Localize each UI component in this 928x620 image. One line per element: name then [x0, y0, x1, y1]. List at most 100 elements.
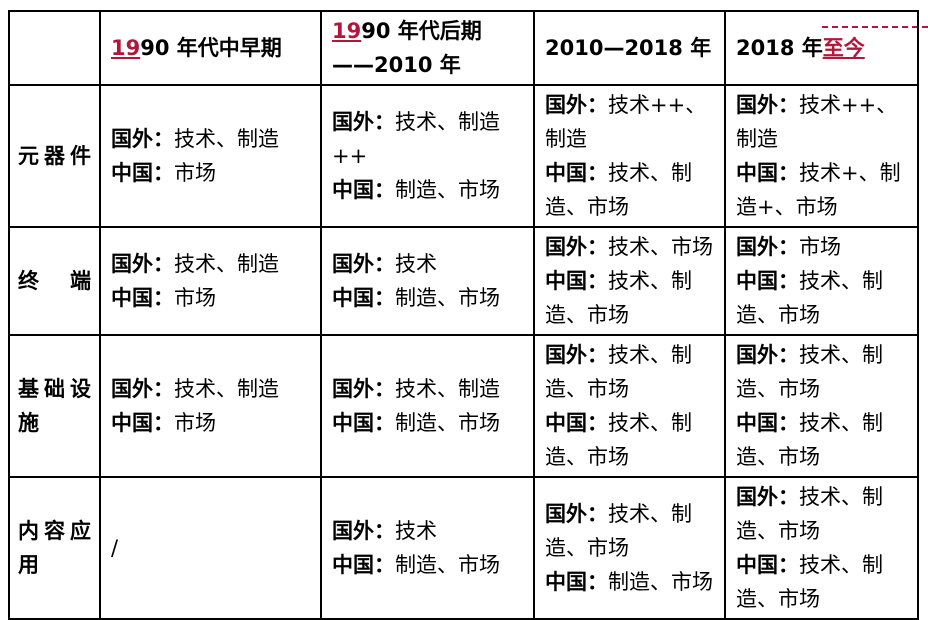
row-label: 终端: [8, 226, 101, 336]
header-text: 2010—2018 年: [545, 36, 712, 60]
cell-line: 中国：制造、市场: [545, 565, 714, 599]
corner-cell: [8, 10, 101, 86]
tracked-change: 至今: [822, 36, 865, 60]
table-cell: 国外：技术、制造、市场 中国：制造、市场: [533, 476, 726, 620]
cell-text: 技术、制造: [174, 377, 279, 401]
region-label: 国外：: [736, 93, 799, 117]
cell-line: /: [111, 531, 310, 565]
table-cell: 国外：技术++、制造 中国：技术+、制造+、市场: [724, 84, 919, 228]
table-cell: 国外：技术、制造 中国：市场: [99, 226, 322, 336]
cell-text: 制造、市场: [395, 286, 500, 310]
cell-line: 国外：技术: [332, 514, 523, 548]
region-label: 中国：: [545, 570, 608, 594]
region-label: 国外：: [545, 235, 608, 259]
region-label: 中国：: [736, 269, 799, 293]
cell-text: 技术++、制造: [736, 93, 898, 151]
cell-line: 国外：技术、制造++: [332, 105, 523, 173]
comparison-table: 1990 年代中早期 1990 年代后期——2010 年 2010—2018 年…: [8, 10, 919, 620]
table-cell: 国外：技术、制造、市场 中国：技术、制造、市场: [533, 334, 726, 478]
table-row: 终端 国外：技术、制造 中国：市场 国外：技术 中国：制造、市场 国外：技术、市场 中国：技…: [8, 226, 919, 336]
cell-text: 制造、市场: [395, 553, 500, 577]
cell-line: 国外：市场: [736, 230, 907, 264]
cell-text: 制造、市场: [395, 178, 500, 202]
table-row: 基础设施 国外：技术、制造 中国：市场 国外：技术、制造 中国：制造、市场 国外：技术、制…: [8, 334, 919, 478]
cell-text: 技术、制造: [174, 127, 279, 151]
region-label: 国外：: [545, 502, 608, 526]
cell-line: 国外：技术、制造、市场: [736, 480, 907, 548]
region-label: 国外：: [332, 519, 395, 543]
header-text: 90 年代中早期: [140, 36, 282, 60]
cell-line: 中国：市场: [111, 281, 310, 315]
region-label: 国外：: [736, 485, 799, 509]
cell-text: 技术、制造: [395, 377, 500, 401]
row-label: 基础设施: [8, 334, 101, 478]
cell-line: 中国：技术、制造、市场: [545, 156, 714, 224]
cell-line: 国外：技术、制造、市场: [545, 497, 714, 565]
table-row: 元器件 国外：技术、制造 中国：市场 国外：技术、制造++ 中国：制造、市场 国外：技术+…: [8, 84, 919, 228]
region-label: 国外：: [332, 377, 395, 401]
cell-line: 中国：制造、市场: [332, 281, 523, 315]
table-cell: 国外：市场 中国：技术、制造、市场: [724, 226, 919, 336]
cell-text: 技术、制造、市场: [545, 502, 692, 560]
cell-line: 国外：技术、制造: [111, 372, 310, 406]
region-label: 中国：: [736, 553, 799, 577]
region-label: 国外：: [545, 93, 608, 117]
region-label: 国外：: [736, 343, 799, 367]
cell-text: /: [111, 536, 119, 560]
tracked-change: 19: [332, 19, 362, 43]
table-cell: 国外：技术、制造、市场 中国：技术、制造、市场: [724, 476, 919, 620]
row-label: 元器件: [8, 84, 101, 228]
cell-text: 技术++、制造: [545, 93, 707, 151]
region-label: 国外：: [545, 343, 608, 367]
cell-line: 中国：市场: [111, 156, 310, 190]
cell-line: 中国：市场: [111, 406, 310, 440]
header-text: 2018 年: [736, 36, 823, 60]
cell-line: 中国：制造、市场: [332, 173, 523, 207]
region-label: 中国：: [111, 411, 174, 435]
cell-line: 中国：技术、制造、市场: [545, 406, 714, 474]
header-col-2: 1990 年代后期——2010 年: [320, 10, 535, 86]
cell-text: 制造、市场: [395, 411, 500, 435]
region-label: 中国：: [736, 411, 799, 435]
cell-text: 制造、市场: [608, 570, 713, 594]
region-label: 中国：: [545, 161, 608, 185]
cell-line: 国外：技术、市场: [545, 230, 714, 264]
table-cell: 国外：技术、制造、市场中国： 技术、制造、市场: [724, 334, 919, 478]
cell-text: 技术、制造、市场: [545, 161, 692, 219]
cell-line: 国外：技术、制造、市场: [736, 338, 907, 406]
cell-line: 中国：技术+、制造+、市场: [736, 156, 907, 224]
header-col-3: 2010—2018 年: [533, 10, 726, 86]
region-label: 中国：: [332, 178, 395, 202]
cell-line: 国外：技术: [332, 247, 523, 281]
region-label: 中国：: [111, 161, 174, 185]
cell-line: 中国：技术、制造、市场: [736, 548, 907, 616]
cell-text: 市场: [174, 161, 216, 185]
cell-text: 市场: [799, 235, 841, 259]
table-cell: 国外：技术、制造 中国：市场: [99, 84, 322, 228]
cell-text: 技术: [395, 519, 437, 543]
cell-line: 中国：技术、制造、市场: [736, 264, 907, 332]
cell-line: 国外：技术++、制造: [545, 88, 714, 156]
table-cell: /: [99, 476, 322, 620]
cell-text: 技术、制造、市场: [545, 343, 692, 401]
region-label: 国外：: [736, 235, 799, 259]
cell-text: 技术、制造、市场: [545, 269, 692, 327]
cell-text: 市场: [174, 411, 216, 435]
tracked-change: 19: [111, 36, 141, 60]
header-row: 1990 年代中早期 1990 年代后期——2010 年 2010—2018 年…: [8, 10, 919, 86]
cell-line: 国外：技术++、制造: [736, 88, 907, 156]
region-label: 中国：: [111, 286, 174, 310]
region-label: 国外：: [111, 377, 174, 401]
cell-line: 国外：技术、制造、市场: [545, 338, 714, 406]
row-label: 内容应用: [8, 476, 101, 620]
cell-text: 技术、市场: [608, 235, 713, 259]
header-text: 90 年代后期——2010 年: [332, 19, 482, 77]
cell-text: 技术、制造、市场: [736, 269, 883, 327]
cell-text: 技术、制造: [174, 252, 279, 276]
cell-line: 国外：技术、制造: [111, 122, 310, 156]
region-label: 中国：: [736, 161, 799, 185]
region-label: 中国：: [545, 411, 608, 435]
region-label: 中国：: [332, 286, 395, 310]
cell-text: 技术、制造、市场: [736, 343, 883, 401]
table-cell: 国外：技术、制造++ 中国：制造、市场: [320, 84, 535, 228]
